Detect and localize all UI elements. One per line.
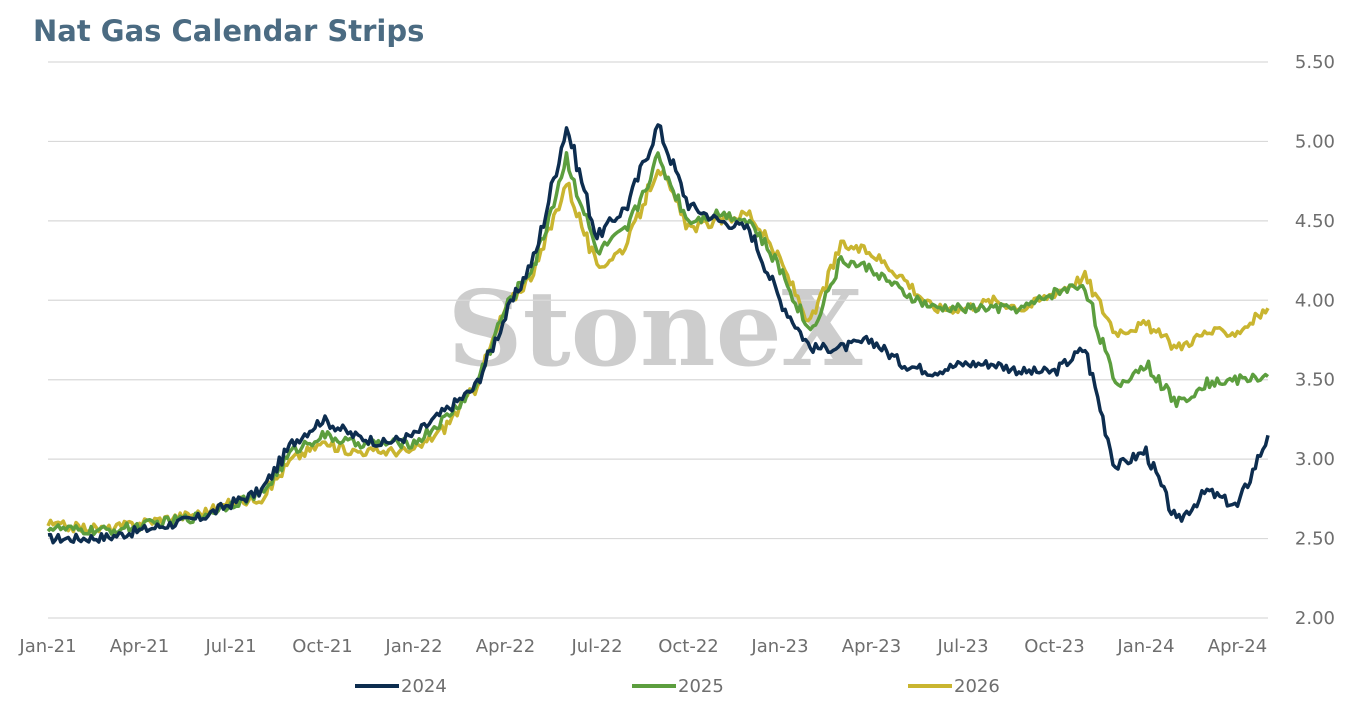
x-tick-label: Jul-22 [570, 636, 622, 657]
x-tick-label: Apr-23 [842, 636, 901, 657]
chart-title: Nat Gas Calendar Strips [33, 14, 425, 48]
x-tick-label: Jan-23 [750, 636, 808, 657]
watermark-logo: StoneX [448, 267, 863, 390]
x-axis: Jan-21 Apr-21 Jul-21 Oct-21 Jan-22 Apr-22 Jul-… [18, 636, 1267, 657]
y-tick-label: 5.00 [1295, 131, 1335, 152]
y-tick-label: 4.00 [1295, 290, 1335, 311]
series-lines [46, 123, 1270, 545]
grid-lines [48, 61, 1268, 619]
x-tick-label: Oct-22 [658, 636, 719, 657]
y-tick-label: 2.00 [1295, 608, 1335, 629]
y-tick-label: 3.50 [1295, 370, 1335, 391]
legend-label-2024: 2024 [401, 676, 447, 697]
legend-label-2026: 2026 [954, 676, 1000, 697]
x-tick-label: Apr-21 [110, 636, 169, 657]
x-tick-label: Jan-22 [384, 636, 442, 657]
x-tick-label: Apr-24 [1208, 636, 1267, 657]
x-tick-label: Apr-22 [476, 636, 535, 657]
y-tick-label: 4.50 [1295, 211, 1335, 232]
x-tick-label: Oct-21 [292, 636, 353, 657]
legend: 2024 2025 2026 [355, 676, 1000, 697]
y-axis: 2.00 2.50 3.00 3.50 4.00 4.50 5.00 5.50 [1295, 52, 1335, 629]
y-tick-label: 5.50 [1295, 52, 1335, 73]
series-line-2024 [47, 123, 1270, 545]
x-tick-label: Jan-24 [1116, 636, 1174, 657]
legend-label-2025: 2025 [678, 676, 724, 697]
x-tick-label: Oct-23 [1024, 636, 1085, 657]
x-tick-label: Jul-23 [936, 636, 988, 657]
x-tick-label: Jan-21 [18, 636, 76, 657]
x-tick-label: Jul-21 [204, 636, 256, 657]
y-tick-label: 2.50 [1295, 529, 1335, 550]
y-tick-label: 3.00 [1295, 449, 1335, 470]
